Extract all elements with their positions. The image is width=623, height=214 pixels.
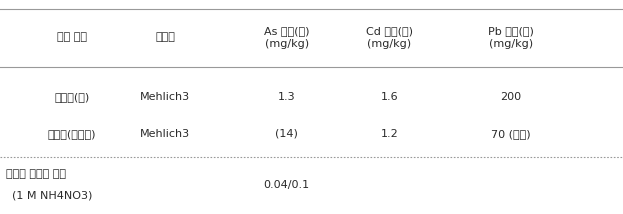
Text: 1.2: 1.2	[381, 129, 398, 139]
Text: 독일의 유효도 기준: 독일의 유효도 기준	[6, 169, 66, 179]
Text: (1 M NH4NO3): (1 M NH4NO3)	[12, 191, 93, 201]
Text: 논토양(쌀): 논토양(쌀)	[54, 92, 89, 102]
Text: Pb 기준(안)
(mg/kg): Pb 기준(안) (mg/kg)	[488, 26, 534, 49]
Text: 1.6: 1.6	[381, 92, 398, 102]
Text: Mehlich3: Mehlich3	[140, 129, 190, 139]
Text: Mehlich3: Mehlich3	[140, 92, 190, 102]
Text: 200: 200	[500, 92, 521, 102]
Text: 0.04/0.1: 0.04/0.1	[264, 180, 310, 190]
Text: 1.3: 1.3	[278, 92, 295, 102]
Text: 추출법: 추출법	[155, 33, 175, 42]
Text: (14): (14)	[275, 129, 298, 139]
Text: As 기준(안)
(mg/kg): As 기준(안) (mg/kg)	[264, 26, 310, 49]
Text: 토양 종류: 토양 종류	[57, 33, 87, 42]
Text: 70 (당근): 70 (당근)	[491, 129, 531, 139]
Text: Cd 기준(안)
(mg/kg): Cd 기준(안) (mg/kg)	[366, 26, 413, 49]
Text: 밭토양(밭작물): 밭토양(밭작물)	[47, 129, 96, 139]
